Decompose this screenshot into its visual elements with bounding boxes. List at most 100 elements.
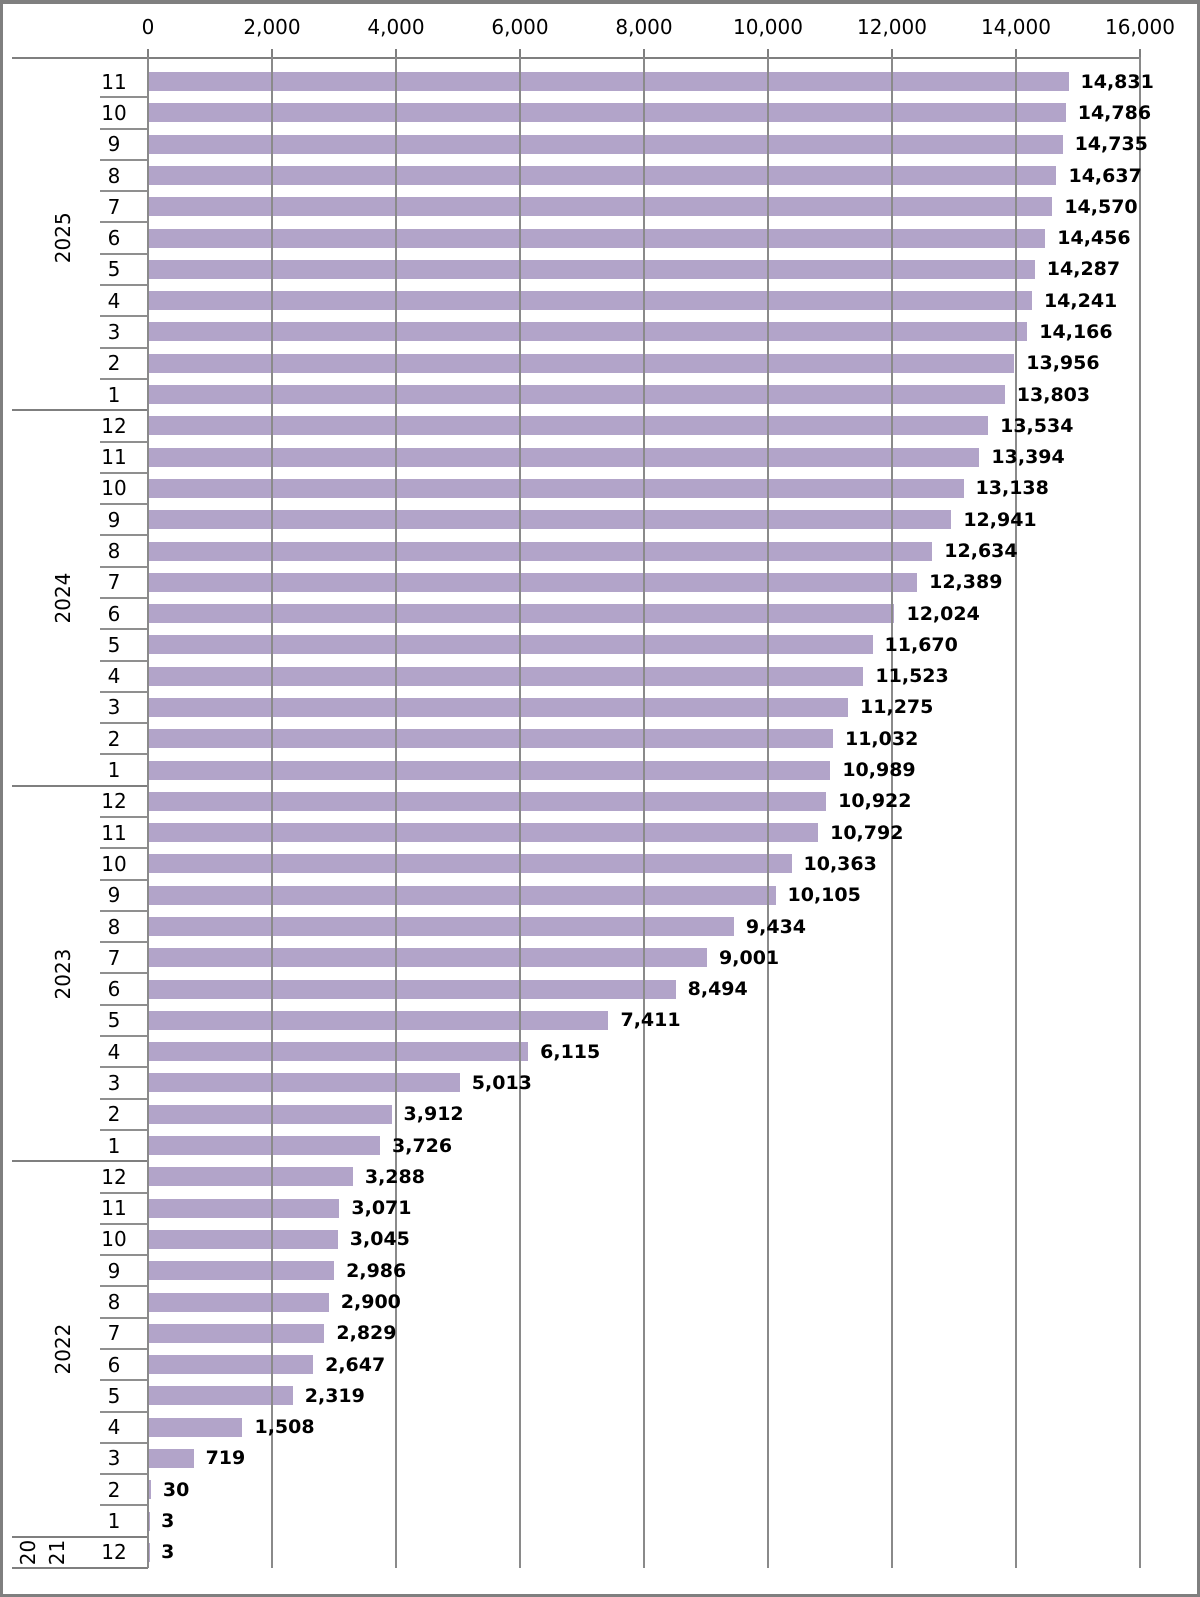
value-label: 3,288 <box>364 1165 425 1188</box>
month-separator <box>100 1066 148 1069</box>
year-label: 2025 <box>51 212 75 264</box>
month-separator <box>100 659 148 662</box>
value-label: 1,508 <box>254 1416 315 1439</box>
bar <box>149 948 708 968</box>
bar <box>149 885 776 905</box>
x-axis-tick-label: 8,000 <box>615 15 673 39</box>
month-separator <box>100 1285 148 1288</box>
month-label: 12 <box>101 1540 127 1565</box>
bar <box>149 1261 335 1281</box>
month-separator <box>100 941 148 944</box>
month-separator <box>100 346 148 349</box>
bar <box>149 604 895 624</box>
month-label: 8 <box>107 539 121 564</box>
bar <box>149 166 1057 186</box>
value-label: 3 <box>161 1541 175 1564</box>
month-label: 8 <box>107 914 121 939</box>
month-separator <box>100 847 148 850</box>
bar <box>149 760 831 780</box>
value-label: 12,941 <box>963 508 1037 531</box>
bar <box>149 197 1053 217</box>
month-separator <box>100 1035 148 1038</box>
month-label: 5 <box>107 1008 121 1033</box>
axis-tick <box>1015 49 1017 59</box>
axis-tick <box>891 49 893 59</box>
month-label: 7 <box>107 194 121 219</box>
value-label: 13,803 <box>1016 383 1091 406</box>
bar <box>149 979 676 999</box>
month-label: 5 <box>107 632 121 657</box>
gridline <box>767 57 769 1568</box>
month-separator <box>100 1254 148 1257</box>
value-label: 9,001 <box>719 946 780 969</box>
month-separator <box>100 1003 148 1006</box>
bar <box>149 447 980 467</box>
bar <box>149 666 864 686</box>
value-label: 3,912 <box>403 1103 464 1126</box>
month-separator <box>100 377 148 380</box>
value-label: 2,647 <box>325 1353 386 1376</box>
value-label: 14,831 <box>1080 70 1154 93</box>
gridline <box>1015 57 1017 1568</box>
month-label: 5 <box>107 257 121 282</box>
month-label: 2 <box>107 1477 121 1502</box>
bar <box>149 72 1069 92</box>
month-label: 6 <box>107 977 121 1002</box>
value-label: 5,013 <box>471 1071 532 1094</box>
bar <box>149 416 989 436</box>
value-label: 10,922 <box>838 790 912 813</box>
month-separator <box>100 440 148 443</box>
month-separator <box>100 1473 148 1476</box>
month-label: 4 <box>107 664 121 689</box>
axis-tick <box>395 49 397 59</box>
x-axis-tick-label: 4,000 <box>367 15 425 39</box>
month-separator <box>100 565 148 568</box>
gridline <box>891 57 893 1568</box>
month-separator <box>100 878 148 881</box>
value-label: 6,115 <box>540 1040 601 1063</box>
value-label: 12,634 <box>944 540 1018 563</box>
bar <box>149 510 952 530</box>
value-label: 14,637 <box>1068 164 1142 187</box>
bar <box>149 635 873 655</box>
year-separator <box>12 1535 148 1538</box>
month-separator <box>100 1097 148 1100</box>
bar <box>149 1136 380 1156</box>
month-label: 7 <box>107 570 121 595</box>
value-label: 30 <box>162 1478 190 1501</box>
value-label: 13,394 <box>991 446 1065 469</box>
month-separator <box>100 190 148 193</box>
bar <box>149 1167 353 1187</box>
month-label: 3 <box>107 1070 121 1095</box>
month-label: 9 <box>107 507 121 532</box>
month-separator <box>100 96 148 99</box>
bar <box>149 854 792 874</box>
value-label: 11,032 <box>844 727 919 750</box>
value-label: 14,287 <box>1046 258 1121 281</box>
bar <box>149 1386 293 1406</box>
bar <box>149 385 1005 405</box>
bar <box>149 1417 243 1437</box>
value-label: 11,523 <box>875 665 949 688</box>
bar <box>149 1292 329 1312</box>
month-separator <box>100 221 148 224</box>
bar <box>149 1355 314 1375</box>
year-label: 21 <box>45 1539 69 1566</box>
month-label: 3 <box>107 319 121 344</box>
month-label: 1 <box>107 1509 121 1534</box>
month-label: 4 <box>107 288 121 313</box>
bar <box>149 103 1066 123</box>
value-label: 3,045 <box>349 1228 410 1251</box>
value-label: 13,138 <box>975 477 1049 500</box>
month-separator <box>100 534 148 537</box>
value-label: 10,363 <box>803 852 877 875</box>
value-label: 14,735 <box>1074 133 1148 156</box>
axis-tick <box>271 49 273 59</box>
x-axis-tick-label: 2,000 <box>243 15 301 39</box>
bar <box>149 291 1032 311</box>
bar <box>149 228 1046 248</box>
month-separator <box>100 1316 148 1319</box>
month-label: 11 <box>101 820 127 845</box>
x-axis-tick-label: 10,000 <box>733 15 803 39</box>
